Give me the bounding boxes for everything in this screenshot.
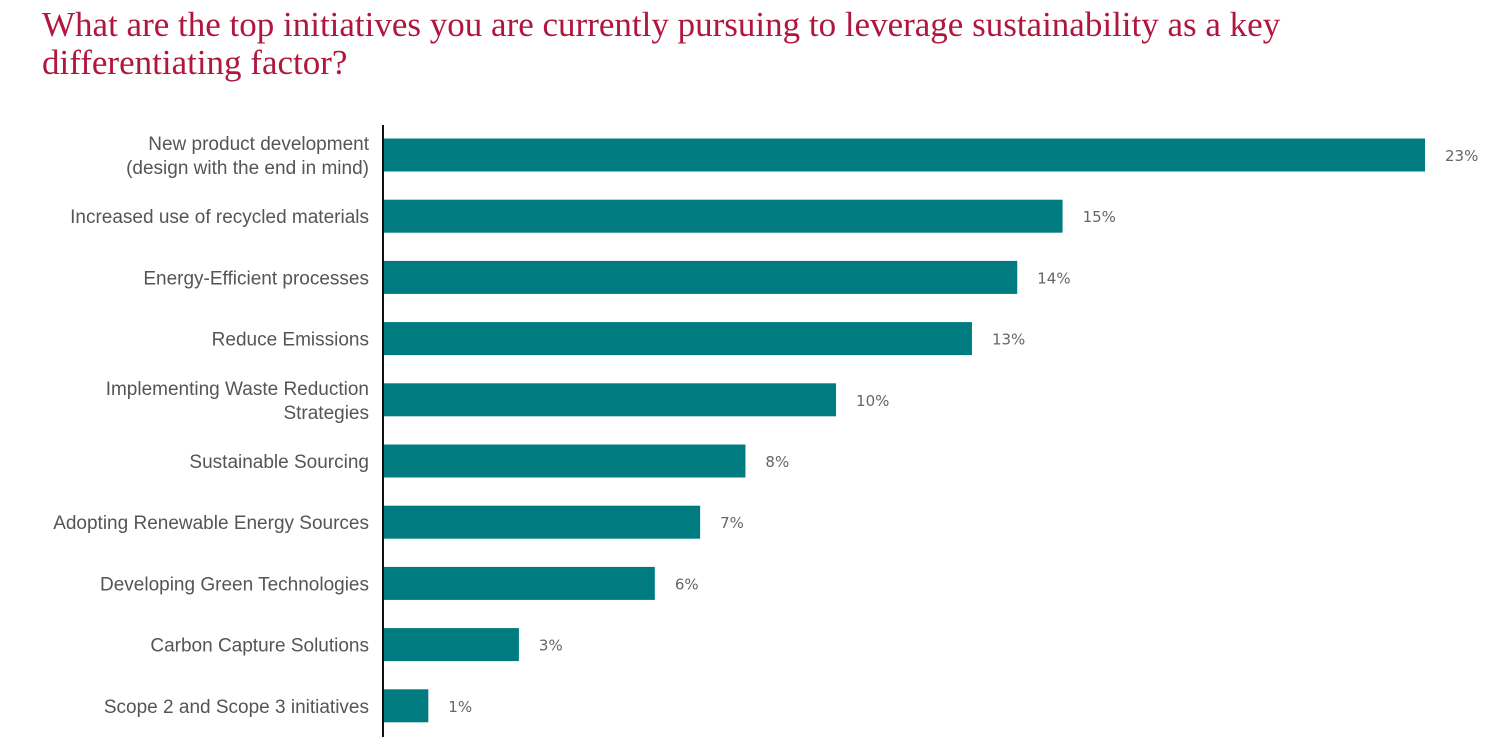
value-label: 8% — [765, 453, 789, 471]
category-label: (design with the end in mind) — [126, 158, 369, 179]
category-label: New product development — [148, 134, 369, 155]
category-label: Sustainable Sourcing — [189, 452, 369, 473]
bar — [383, 689, 429, 723]
bar — [383, 444, 746, 478]
value-label: 15% — [1083, 208, 1116, 226]
value-label: 23% — [1445, 147, 1478, 165]
bar — [383, 322, 972, 356]
value-label: 6% — [675, 575, 699, 593]
bar — [383, 138, 1425, 172]
category-label: Reduce Emissions — [212, 330, 369, 351]
bar — [383, 199, 1063, 233]
value-label: 1% — [448, 698, 472, 716]
category-label: Increased use of recycled materials — [70, 207, 369, 228]
category-label: Scope 2 and Scope 3 initiatives — [104, 697, 369, 718]
category-label: Adopting Renewable Energy Sources — [53, 513, 369, 534]
bar — [383, 628, 519, 662]
bar — [383, 383, 837, 417]
bar — [383, 260, 1018, 294]
category-label: Carbon Capture Solutions — [150, 636, 369, 657]
value-label: 7% — [720, 514, 744, 532]
category-label: Implementing Waste Reduction — [106, 379, 369, 400]
category-label: Energy-Efficient processes — [143, 268, 369, 289]
value-labels-layer: 23% 15% 14% 13% 10% 8% 7% 6% 3% 1% — [448, 147, 1478, 716]
bar — [383, 505, 701, 539]
bars-layer — [383, 138, 1425, 723]
value-label: 3% — [539, 637, 563, 655]
category-label: Developing Green Technologies — [100, 574, 369, 595]
bar — [383, 566, 655, 600]
category-labels-layer: New product development (design with the … — [53, 134, 370, 718]
category-label: Strategies — [283, 403, 369, 424]
value-label: 10% — [856, 392, 889, 410]
chart-title: What are the top initiatives you are cur… — [42, 5, 1281, 82]
value-label: 14% — [1037, 269, 1070, 287]
value-label: 13% — [992, 331, 1025, 349]
